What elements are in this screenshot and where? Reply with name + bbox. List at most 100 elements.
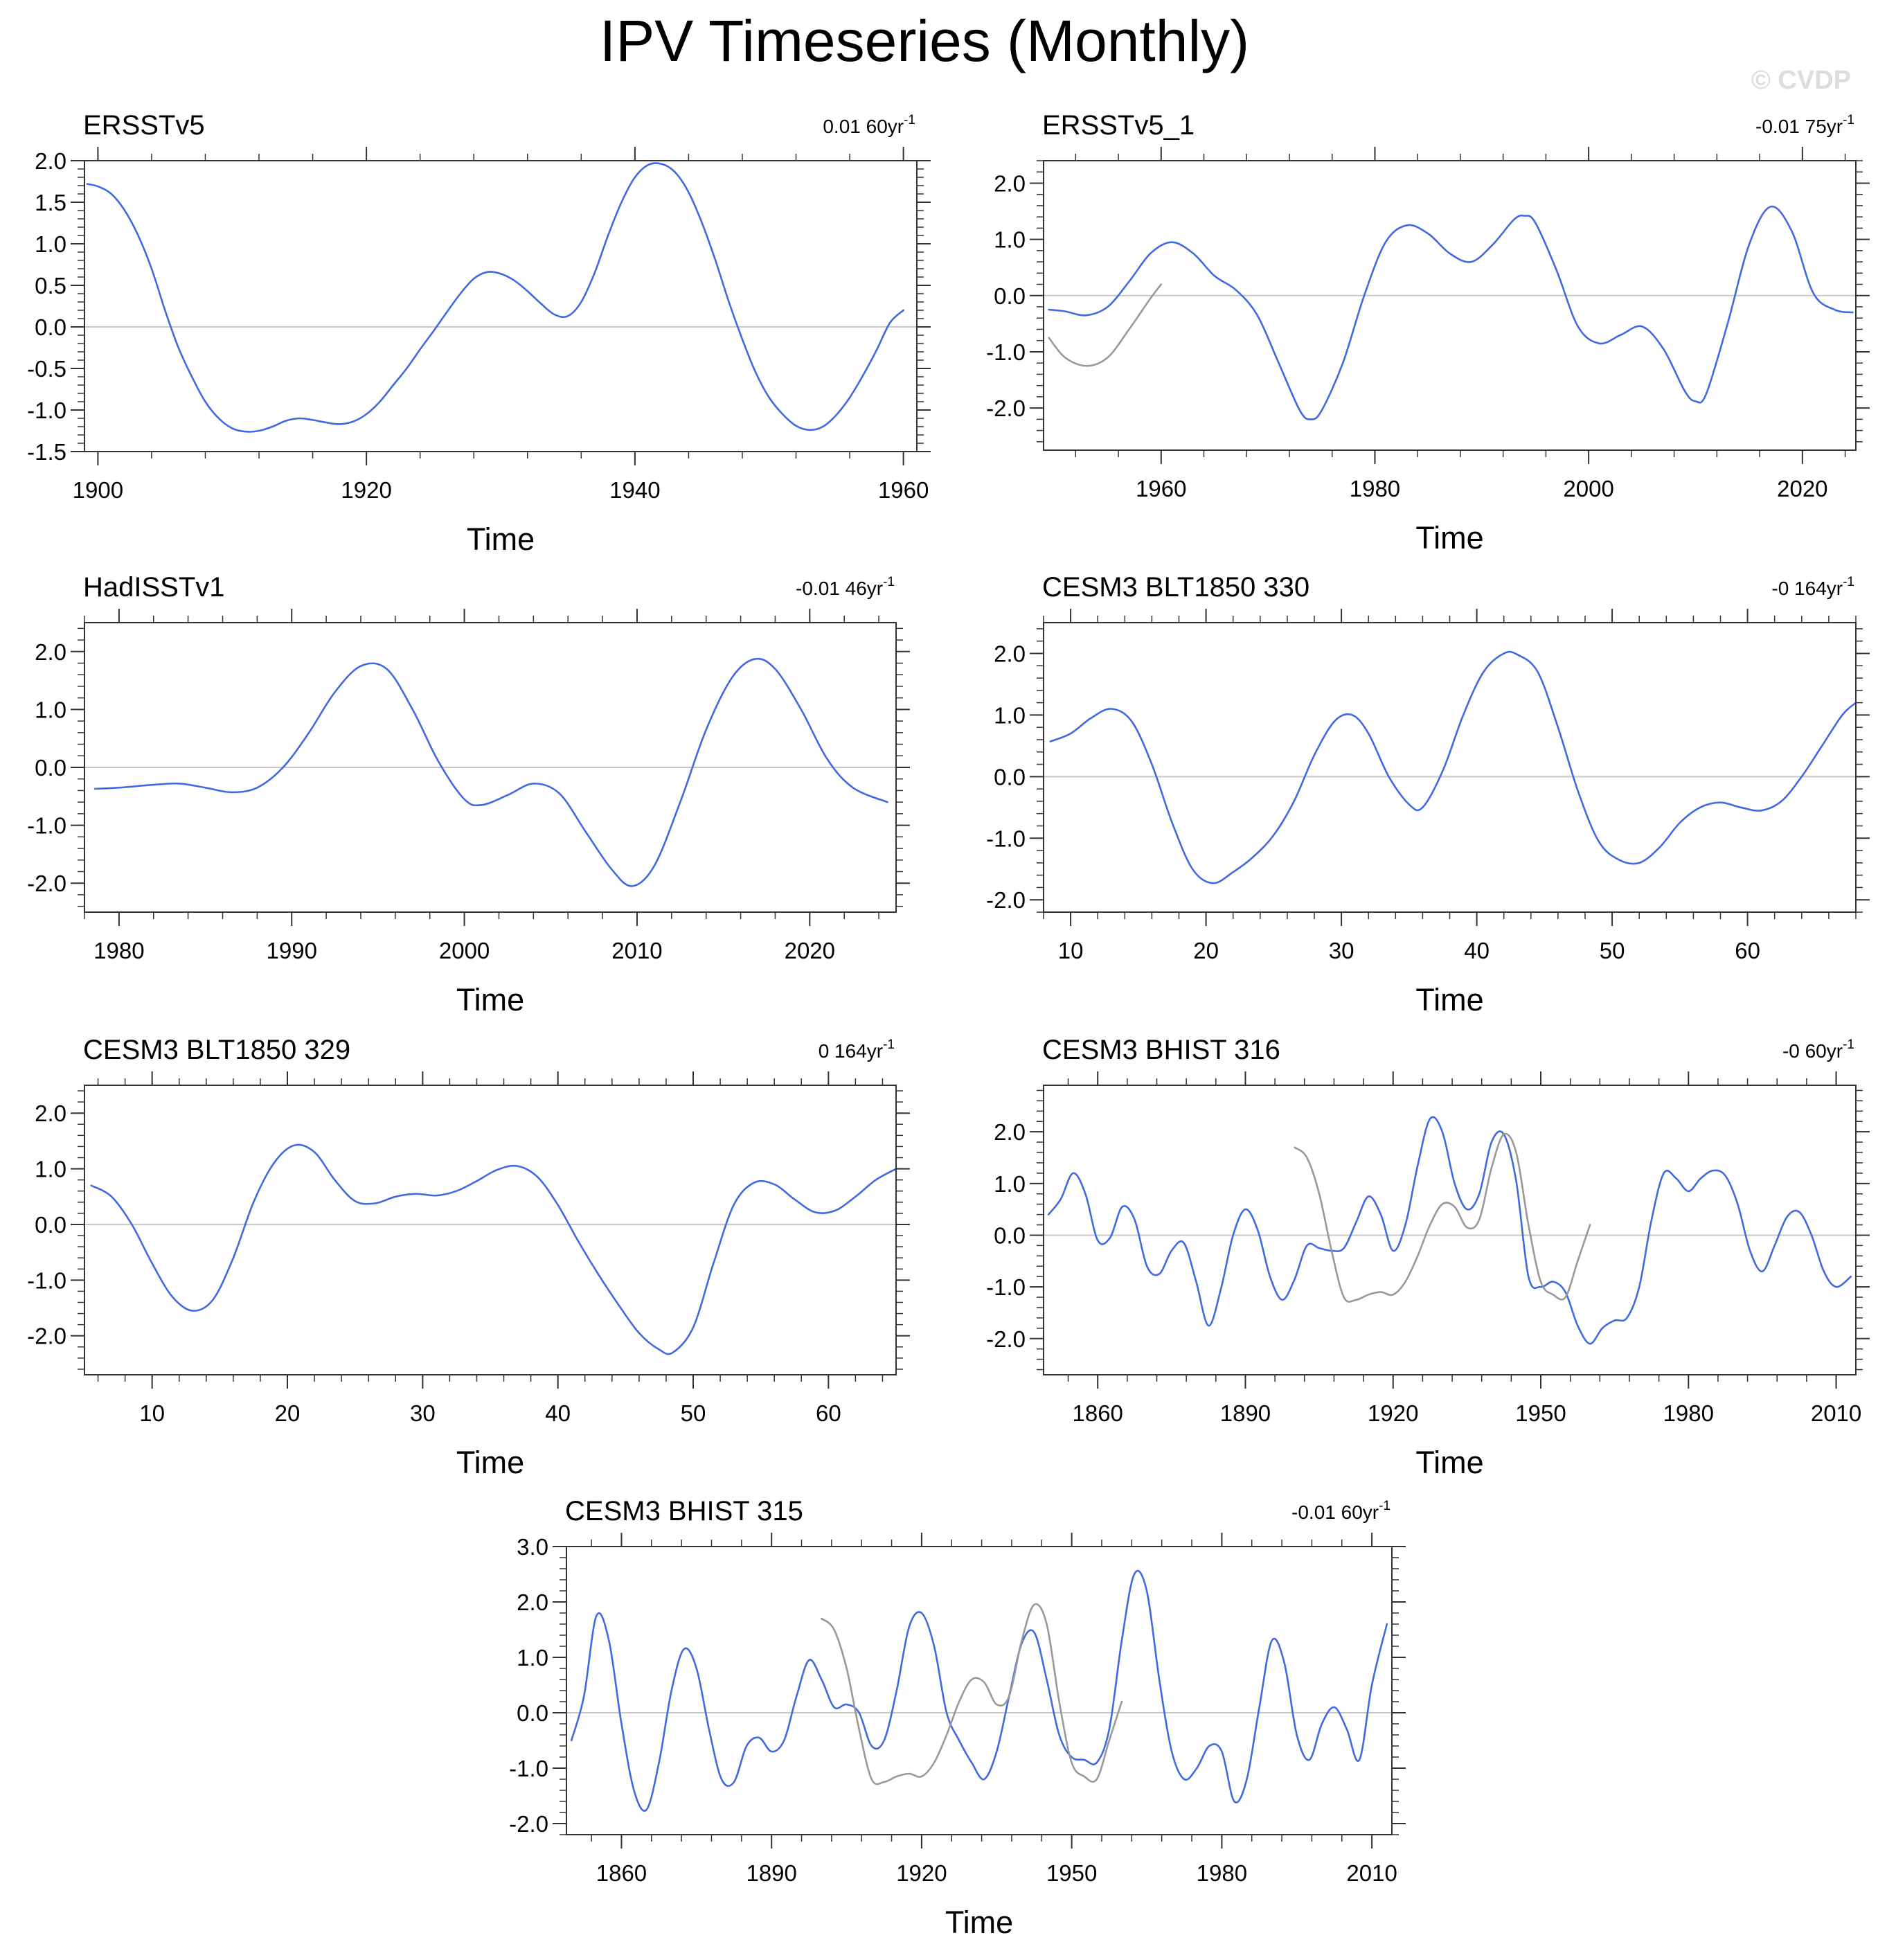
panel-title: ERSSTv5 (83, 110, 205, 141)
x-tick-label: 1960 (878, 477, 929, 503)
x-tick-label: 1980 (1350, 476, 1400, 501)
trend-annotation: -0.01 60yr-1 (1291, 1499, 1390, 1523)
y-tick-label: -1.5 (27, 439, 66, 465)
x-tick-label: 1900 (73, 477, 123, 503)
trend-exponent: -1 (883, 575, 895, 589)
x-tick-label: 2010 (1346, 1860, 1397, 1886)
y-tick-label: 1.0 (994, 702, 1026, 728)
y-tick-label: 0.0 (994, 283, 1026, 309)
plot-frame (1043, 1085, 1857, 1375)
main-series-line (86, 162, 904, 433)
y-tick-label: 1.0 (517, 1645, 548, 1671)
y-tick-label: 3.0 (517, 1534, 548, 1560)
x-tick-label: 30 (1329, 938, 1354, 963)
main-series-line (1047, 1116, 1852, 1345)
main-series-line (570, 1569, 1388, 1812)
y-tick-label: 1.5 (35, 190, 66, 215)
panel-7: 1860 1890 1920 1950 1980 2010 -2.0 -1.0 0.0 1.0 2.… (509, 1496, 1406, 1940)
x-axis-label: Time (456, 982, 524, 1017)
y-tick-label: -1.0 (27, 1267, 66, 1293)
overlay-series-line (1294, 1132, 1591, 1303)
y-tick-label: -1.0 (986, 826, 1026, 851)
x-tick-label: 2020 (1777, 476, 1827, 501)
x-tick-label: 1860 (1072, 1400, 1123, 1426)
y-tick-label: 1.0 (994, 1171, 1026, 1197)
trend-value: -0.01 46yr (796, 578, 883, 599)
y-tick-label: 1.0 (35, 231, 66, 257)
y-tick-label: 2.0 (35, 639, 66, 665)
x-tick-label: 60 (1735, 938, 1760, 963)
panel-1: 1900 1920 1940 1960 -1.5 -1.0 -0.5 0.0 0.5 1.0 1.5… (27, 110, 931, 557)
panel-title: ERSSTv5_1 (1042, 110, 1195, 141)
y-tick-label: 2.0 (994, 170, 1026, 196)
x-tick-label: 1950 (1046, 1860, 1097, 1886)
x-tick-label: 40 (545, 1400, 571, 1426)
panel-title: CESM3 BHIST 316 (1042, 1035, 1280, 1065)
trend-annotation: -0 164yr-1 (1771, 575, 1854, 599)
panel-title: HadISSTv1 (83, 572, 225, 603)
x-tick-label: 50 (1600, 938, 1625, 963)
x-tick-label: 1960 (1136, 476, 1186, 501)
y-tick-label: 0.0 (994, 764, 1026, 790)
x-tick-label: 1940 (609, 477, 660, 503)
x-tick-label: 10 (139, 1400, 165, 1426)
trend-exponent: -1 (1843, 113, 1854, 127)
x-axis-label: Time (945, 1905, 1013, 1940)
panel-title: CESM3 BHIST 315 (565, 1496, 803, 1526)
main-series-line (90, 1143, 897, 1355)
trend-exponent: -1 (883, 1037, 895, 1052)
x-tick-label: 20 (275, 1400, 301, 1426)
x-tick-label: 2000 (439, 938, 490, 963)
y-tick-label: 2.0 (35, 1101, 66, 1126)
y-tick-label: 0.0 (35, 314, 66, 340)
trend-value: 0 164yr (819, 1040, 883, 1062)
trend-value: 0.01 60yr (823, 116, 904, 137)
trend-value: -0.01 75yr (1755, 116, 1843, 137)
y-tick-label: -2.0 (509, 1811, 548, 1837)
panel-3: 1980 1990 2000 2010 2020 -2.0 -1.0 0.0 1.0 2.0 Had… (27, 572, 910, 1017)
y-tick-label: 2.0 (994, 1119, 1026, 1145)
trend-value: -0 164yr (1771, 578, 1843, 599)
cvdp-watermark: © CVDP (1751, 66, 1851, 95)
x-tick-label: 1860 (596, 1860, 647, 1886)
trend-annotation: -0.01 75yr-1 (1755, 113, 1854, 137)
y-tick-label: -1.0 (27, 813, 66, 839)
trend-value: -0.01 60yr (1291, 1502, 1379, 1523)
y-tick-label: -1.0 (509, 1756, 548, 1781)
panel-title: CESM3 BLT1850 329 (83, 1035, 350, 1065)
x-tick-label: 10 (1058, 938, 1084, 963)
x-axis-label: Time (1415, 982, 1483, 1017)
trend-exponent: -1 (1843, 575, 1854, 589)
plot-frame (566, 1546, 1393, 1835)
main-series-line (93, 657, 888, 887)
x-tick-label: 60 (816, 1400, 841, 1426)
plot-frame (1043, 622, 1857, 913)
y-tick-label: -0.5 (27, 356, 66, 382)
trend-annotation: 0 164yr-1 (819, 1037, 895, 1062)
y-tick-label: 0.0 (35, 755, 66, 781)
panel-6: 1860 1890 1920 1950 1980 2010 -2.0 -1.0 0.0 1.0 2.… (986, 1035, 1870, 1480)
y-tick-label: -2.0 (27, 1324, 66, 1349)
x-tick-label: 1980 (1663, 1400, 1714, 1426)
x-tick-label: 1990 (267, 938, 317, 963)
y-tick-label: -1.0 (986, 1274, 1026, 1300)
y-tick-label: 2.0 (517, 1589, 548, 1615)
x-axis-label: Time (456, 1445, 524, 1480)
y-tick-label: 0.5 (35, 273, 66, 299)
plot-frame (84, 160, 918, 452)
y-tick-label: -1.0 (27, 398, 66, 423)
trend-annotation: -0 60yr-1 (1782, 1037, 1854, 1062)
x-tick-label: 20 (1193, 938, 1219, 963)
x-tick-label: 50 (681, 1400, 706, 1426)
y-tick-label: 2.0 (35, 148, 66, 174)
x-tick-label: 1890 (746, 1860, 796, 1886)
trend-value: -0 60yr (1782, 1040, 1843, 1062)
panel-4: 10 20 30 40 50 60 -2.0 -1.0 0.0 1.0 2.0 CESM3 BLT18… (986, 572, 1870, 1017)
y-tick-label: 0.0 (517, 1700, 548, 1726)
y-tick-label: 1.0 (35, 1157, 66, 1182)
x-tick-label: 1890 (1220, 1400, 1271, 1426)
y-tick-label: 1.0 (994, 227, 1026, 253)
trend-annotation: 0.01 60yr-1 (823, 113, 915, 137)
y-tick-label: -2.0 (27, 871, 66, 896)
